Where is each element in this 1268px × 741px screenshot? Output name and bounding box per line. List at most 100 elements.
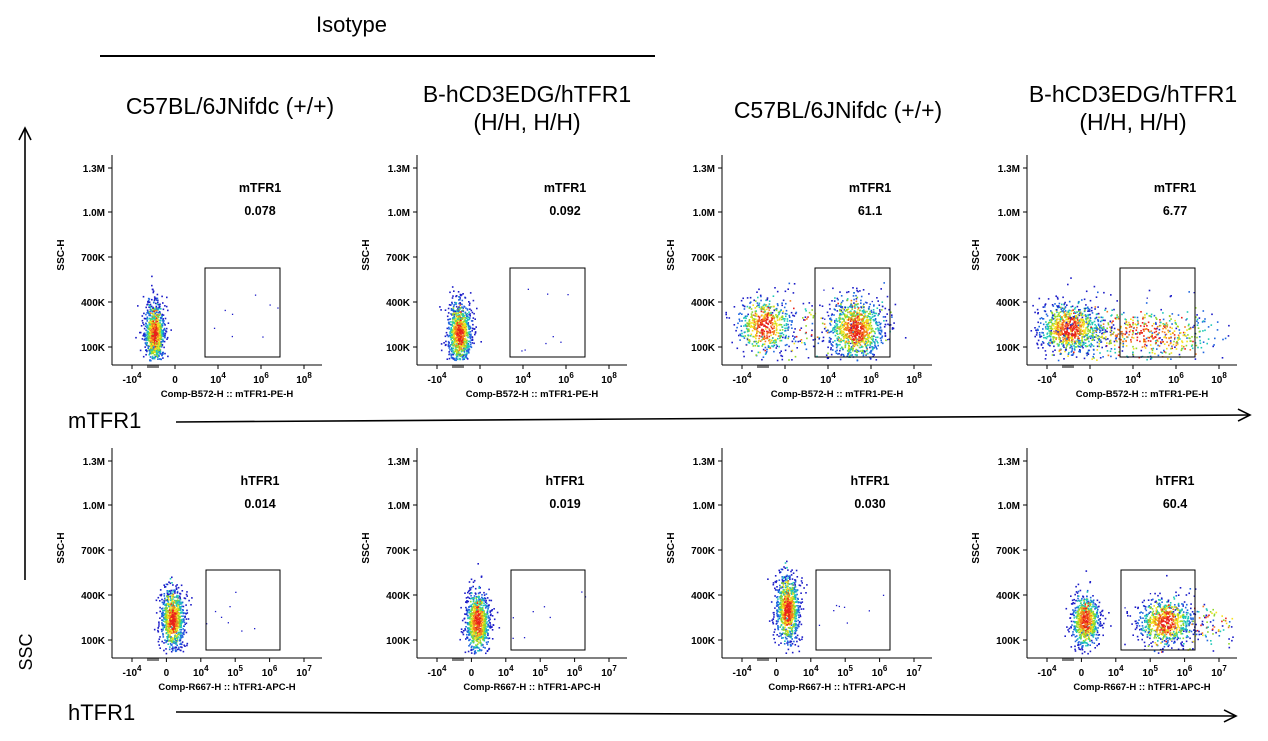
- event-dot: [162, 319, 164, 321]
- event-dot: [787, 329, 789, 331]
- event-dot: [1092, 331, 1094, 334]
- event-dot: [1098, 340, 1101, 342]
- event-dot: [1142, 316, 1144, 319]
- event-dot: [1124, 318, 1127, 320]
- event-dot: [770, 311, 772, 314]
- event-dot: [454, 342, 456, 344]
- event-dot: [847, 353, 849, 356]
- gate-percentage: 0.078: [244, 204, 275, 218]
- event-dot: [871, 311, 873, 313]
- event-dot: [748, 307, 751, 309]
- event-dot: [877, 330, 880, 332]
- event-dot: [856, 322, 859, 325]
- event-dot: [1035, 334, 1038, 336]
- event-dot: [1051, 322, 1054, 325]
- event-dot: [859, 330, 862, 332]
- event-dot: [855, 336, 857, 339]
- event-dot: [862, 337, 865, 340]
- event-dot: [1064, 337, 1067, 339]
- event-dot: [742, 350, 745, 353]
- event-dot: [754, 314, 757, 316]
- event-dot: [780, 339, 783, 342]
- event-dot: [869, 343, 871, 345]
- event-dot: [1081, 336, 1083, 338]
- x-tick-label: 108: [296, 371, 312, 386]
- event-dot: [1132, 351, 1134, 354]
- event-dot: [163, 320, 165, 322]
- event-dot: [1061, 318, 1064, 320]
- event-dot: [1173, 330, 1176, 332]
- event-dot: [769, 322, 772, 325]
- event-dot: [457, 307, 459, 310]
- event-dot: [836, 310, 839, 312]
- event-dot: [469, 308, 471, 310]
- event-dot: [880, 322, 882, 325]
- event-dot: [147, 330, 149, 333]
- scatter-points: [135, 275, 279, 362]
- event-dot: [826, 357, 829, 360]
- event-dot: [829, 317, 832, 320]
- event-dot: [1140, 332, 1143, 334]
- event-dot: [454, 333, 456, 335]
- event-dot: [163, 327, 166, 330]
- event-dot: [1172, 332, 1174, 334]
- event-dot: [1084, 339, 1087, 341]
- event-dot: [1073, 347, 1076, 350]
- event-dot: [847, 353, 849, 355]
- event-dot: [1095, 325, 1098, 327]
- event-dot: [829, 322, 831, 325]
- event-dot: [448, 353, 450, 356]
- event-dot: [460, 333, 462, 335]
- event-dot: [163, 346, 165, 349]
- event-dot: [866, 341, 869, 343]
- event-dot: [854, 320, 857, 323]
- event-dot: [854, 328, 856, 330]
- event-dot: [1131, 336, 1133, 339]
- event-dot: [1168, 337, 1170, 340]
- event-dot: [148, 321, 150, 324]
- event-dot: [164, 317, 167, 320]
- event-dot: [1099, 326, 1101, 328]
- x-tick-label: 108: [601, 371, 617, 386]
- event-dot: [1151, 332, 1154, 334]
- event-dot: [747, 334, 749, 336]
- event-dot: [781, 326, 784, 328]
- event-dot: [843, 325, 845, 327]
- event-dot: [457, 308, 459, 311]
- event-dot: [1125, 345, 1128, 347]
- event-dot: [1079, 344, 1082, 346]
- event-dot: [767, 305, 770, 308]
- event-dot: [840, 309, 843, 312]
- event-dot: [879, 329, 881, 332]
- event-dot: [162, 302, 164, 304]
- event-dot: [152, 320, 155, 323]
- event-dot: [1048, 319, 1051, 322]
- event-dot: [743, 355, 745, 358]
- event-dot: [1049, 327, 1051, 330]
- event-dot: [759, 308, 762, 310]
- event-dot: [832, 331, 834, 334]
- event-dot: [1109, 339, 1112, 342]
- event-dot: [151, 310, 154, 313]
- event-dot: [867, 319, 869, 322]
- event-dot: [1062, 310, 1064, 312]
- event-dot: [812, 339, 815, 341]
- event-dot: [1092, 338, 1094, 341]
- event-dot: [861, 333, 864, 336]
- event-dot: [834, 297, 836, 299]
- event-dot: [812, 315, 815, 317]
- event-dot: [750, 324, 752, 327]
- event-dot: [148, 323, 151, 325]
- event-dot: [1197, 322, 1199, 324]
- event-dot: [1092, 355, 1094, 358]
- event-dot: [866, 310, 868, 313]
- event-dot: [752, 345, 755, 347]
- event-dot: [830, 319, 833, 321]
- event-dot: [153, 327, 156, 330]
- event-dot: [1057, 331, 1059, 333]
- event-dot: [748, 325, 750, 327]
- event-dot: [1054, 349, 1056, 351]
- event-dot: [1202, 320, 1205, 322]
- event-dot: [1086, 352, 1089, 354]
- event-dot: [848, 332, 851, 334]
